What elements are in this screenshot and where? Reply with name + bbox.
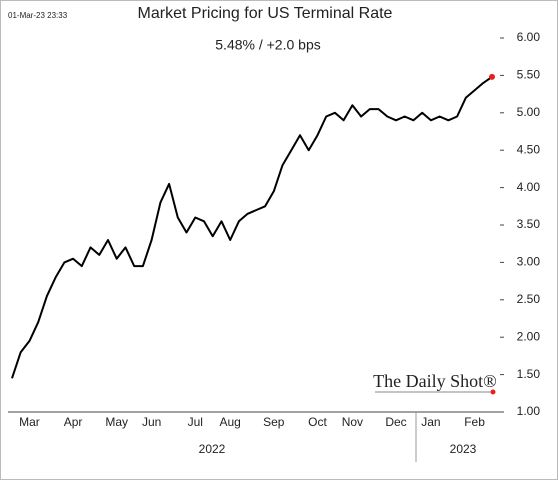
x-tick-label: Aug <box>220 415 241 429</box>
x-tick-label: Nov <box>342 415 363 429</box>
end-marker <box>489 73 495 80</box>
timestamp: 01-Mar-23 23:33 <box>8 11 68 20</box>
watermark-dot <box>490 389 496 395</box>
x-tick-label: Jul <box>188 415 203 429</box>
y-tick-label: 1.00 <box>517 404 541 418</box>
x-tick-label: Jan <box>421 415 440 429</box>
x-tick-label: Oct <box>308 415 327 429</box>
x-tick-label: Mar <box>19 415 40 429</box>
y-tick-label: 2.00 <box>517 329 541 343</box>
line <box>11 76 493 379</box>
y-tick-label: 3.50 <box>517 217 541 231</box>
y-tick-label: 2.50 <box>517 292 541 306</box>
x-tick-label: Apr <box>64 415 83 429</box>
chart-title: Market Pricing for US Terminal Rate <box>138 5 393 22</box>
x-tick-label: Jun <box>142 415 161 429</box>
y-tick-label: 3.00 <box>517 255 541 269</box>
x-tick-label: May <box>105 415 128 429</box>
watermark: The Daily Shot® <box>373 371 497 391</box>
y-tick-label: 5.00 <box>517 105 541 119</box>
y-tick-label: 4.50 <box>517 142 541 156</box>
x-tick-label: Dec <box>385 415 406 429</box>
year-label: 2022 <box>199 442 226 456</box>
chart-subtitle: 5.48% / +2.0 bps <box>215 37 320 53</box>
y-tick-label: 4.00 <box>517 180 541 194</box>
x-tick-label: Sep <box>263 415 285 429</box>
y-tick-label: 5.50 <box>517 68 541 82</box>
year-label: 2023 <box>450 442 477 456</box>
x-tick-label: Feb <box>464 415 485 429</box>
y-tick-label: 1.50 <box>517 367 541 381</box>
y-tick-label: 6.00 <box>517 30 541 44</box>
